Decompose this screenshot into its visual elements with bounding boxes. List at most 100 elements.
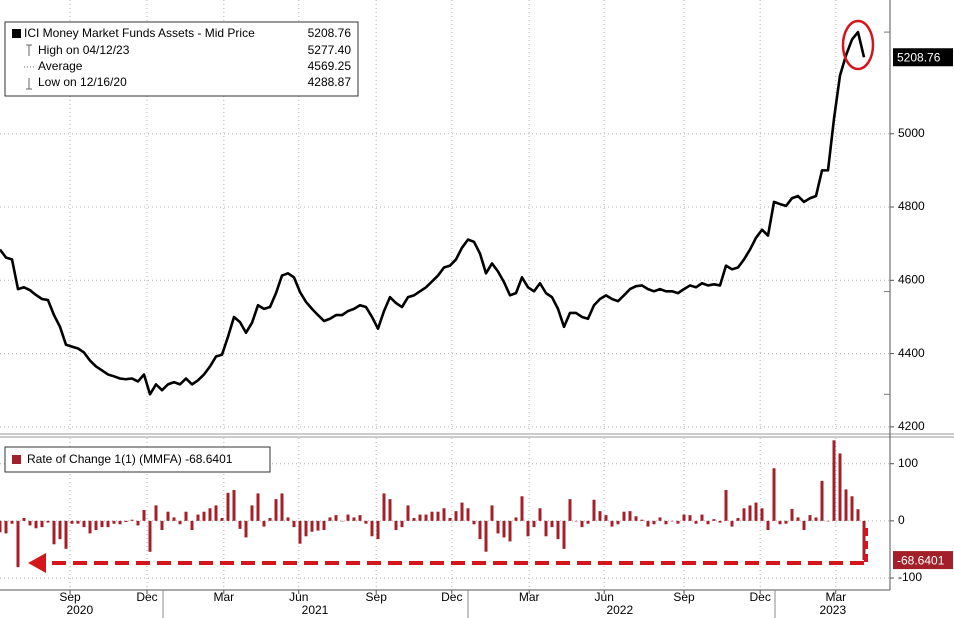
bar bbox=[232, 490, 236, 521]
bar bbox=[832, 440, 836, 521]
bar bbox=[34, 520, 38, 529]
bar bbox=[388, 499, 392, 521]
bar bbox=[820, 480, 824, 521]
bar bbox=[286, 517, 290, 521]
bar bbox=[562, 520, 566, 549]
legend-swatch bbox=[12, 455, 21, 464]
bar bbox=[508, 520, 512, 542]
x-tick-label: Mar bbox=[213, 590, 234, 604]
bar bbox=[172, 517, 176, 521]
bar bbox=[322, 520, 326, 530]
bar bbox=[850, 496, 854, 521]
bar bbox=[496, 520, 500, 534]
bar bbox=[46, 520, 50, 523]
bar bbox=[64, 520, 68, 549]
y-tick-label: 4800 bbox=[898, 199, 925, 213]
legend-box bbox=[4, 446, 271, 473]
x-year-label: 2022 bbox=[606, 603, 633, 617]
bar bbox=[346, 514, 350, 521]
bar bbox=[808, 515, 812, 521]
bar bbox=[4, 520, 8, 534]
price-tags: 5208.76 -68.6401 bbox=[893, 48, 953, 570]
bar bbox=[622, 511, 626, 521]
bar bbox=[520, 496, 524, 521]
bar bbox=[610, 520, 614, 527]
last-value-tag bbox=[893, 48, 953, 67]
bar bbox=[406, 505, 410, 521]
legend-value: 5208.76 bbox=[308, 26, 352, 40]
x-tick-label: Jun bbox=[289, 590, 308, 604]
bar bbox=[736, 518, 740, 521]
bar bbox=[814, 517, 818, 521]
x-year-label: 2020 bbox=[66, 603, 93, 617]
bar bbox=[298, 520, 302, 544]
bar bbox=[598, 511, 602, 521]
bar bbox=[52, 520, 56, 545]
legend-stat-label: Low on 12/16/20 bbox=[38, 75, 127, 89]
bar bbox=[130, 519, 134, 521]
bar bbox=[826, 520, 830, 522]
bar bbox=[148, 520, 152, 552]
legend-stats: High on 04/12/23 5277.40 Average 4569.25 Low… bbox=[38, 43, 351, 89]
bar bbox=[454, 511, 458, 521]
bar bbox=[724, 490, 728, 521]
bar bbox=[586, 520, 590, 524]
legend-label: ICI Money Market Funds Assets - Mid Pric… bbox=[24, 26, 255, 40]
bar bbox=[238, 520, 242, 529]
y-tick-label: 0 bbox=[898, 513, 905, 527]
line-series bbox=[0, 30, 866, 396]
bar bbox=[592, 499, 596, 521]
bar bbox=[484, 520, 488, 552]
bar bbox=[730, 520, 734, 527]
bar bbox=[574, 520, 578, 522]
bar bbox=[742, 508, 746, 521]
bar bbox=[244, 520, 248, 538]
bar bbox=[604, 515, 608, 521]
bar bbox=[706, 520, 710, 525]
legend-swatch bbox=[12, 29, 21, 38]
y-tick-label: 4600 bbox=[898, 272, 925, 286]
bar bbox=[292, 520, 296, 528]
bar bbox=[250, 505, 254, 521]
bar bbox=[16, 520, 20, 568]
bar bbox=[124, 520, 128, 522]
bar bbox=[472, 520, 476, 525]
bar bbox=[760, 508, 764, 521]
bar bbox=[28, 520, 32, 526]
y-tick-label: 4400 bbox=[898, 346, 925, 360]
bar bbox=[790, 508, 794, 521]
bar bbox=[280, 493, 284, 521]
last-value-label: 5208.76 bbox=[897, 50, 941, 64]
bar bbox=[658, 517, 662, 521]
bar bbox=[646, 520, 650, 527]
bar bbox=[436, 511, 440, 521]
x-tick-label: Mar bbox=[825, 590, 846, 604]
bar bbox=[10, 520, 14, 524]
highlight-ellipse bbox=[841, 19, 875, 71]
legend-value: -68.6401 bbox=[185, 452, 233, 466]
bar bbox=[682, 514, 686, 521]
bar bbox=[154, 505, 158, 521]
bar bbox=[616, 520, 620, 525]
bar bbox=[334, 515, 338, 521]
x-tick-label: Dec bbox=[136, 590, 157, 604]
bar bbox=[178, 520, 182, 525]
bar bbox=[664, 520, 668, 525]
bar bbox=[316, 520, 320, 531]
y-tick-label: 5000 bbox=[898, 126, 925, 140]
bar bbox=[382, 493, 386, 521]
legend-stat-value: 4288.87 bbox=[308, 75, 352, 89]
bar bbox=[358, 515, 362, 521]
bar bbox=[226, 492, 230, 521]
bar bbox=[502, 520, 506, 538]
bar bbox=[688, 515, 692, 521]
bar bbox=[82, 520, 86, 528]
bar bbox=[628, 511, 632, 521]
bar bbox=[700, 514, 704, 521]
bar bbox=[802, 520, 806, 530]
bar bbox=[466, 508, 470, 521]
bar bbox=[88, 520, 92, 534]
bar bbox=[190, 520, 194, 530]
